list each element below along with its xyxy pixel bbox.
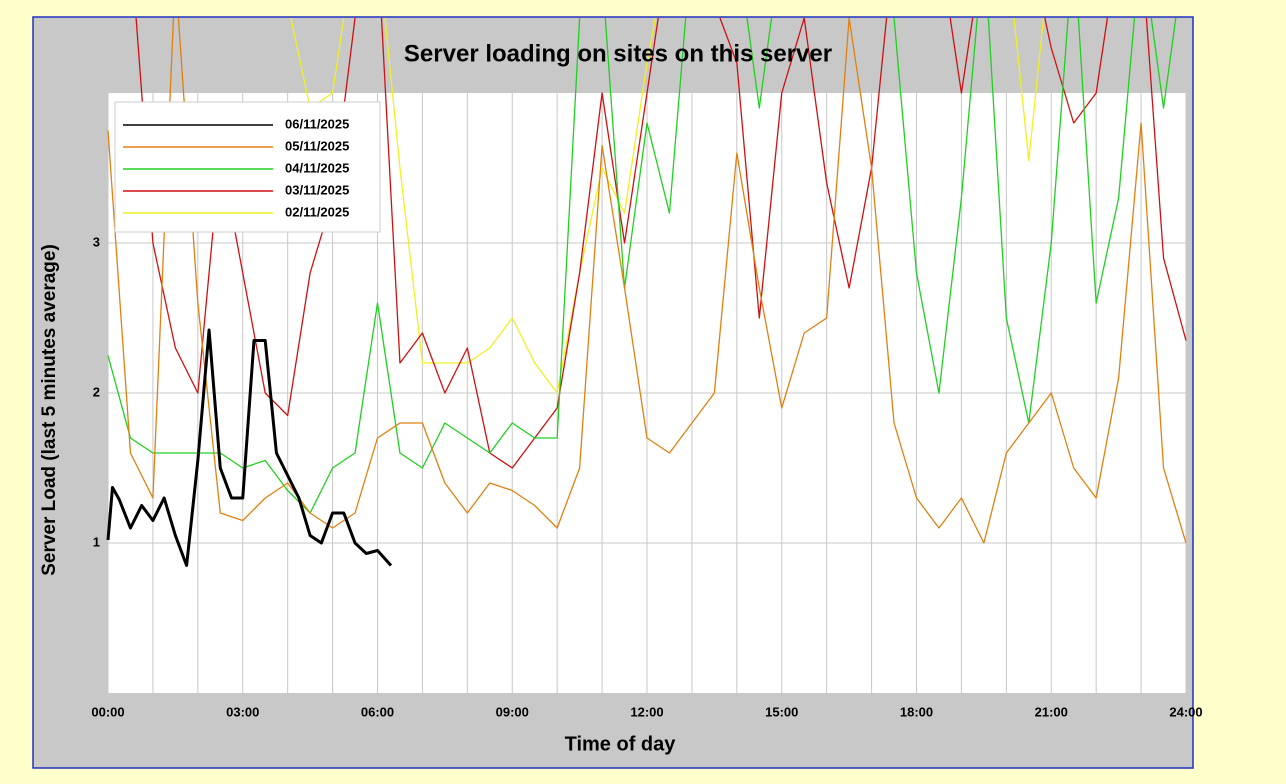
series-line bbox=[135, 18, 1187, 469]
legend-box bbox=[114, 101, 381, 233]
y-tick-label: 2 bbox=[93, 384, 100, 399]
series-line bbox=[290, 18, 1045, 394]
legend-label: 05/11/2025 bbox=[285, 138, 349, 153]
x-tick-label: 03:00 bbox=[226, 704, 259, 719]
series-line bbox=[107, 18, 1177, 514]
y-tick-label: 1 bbox=[93, 534, 100, 549]
x-tick-label: 15:00 bbox=[765, 704, 798, 719]
x-axis-label: Time of day bbox=[565, 733, 677, 755]
y-axis-label: Server Load (last 5 minutes average) bbox=[39, 244, 60, 576]
chart-title: Server loading on sites on this server bbox=[404, 40, 832, 67]
lines bbox=[106, 18, 1187, 567]
legend-label: 02/11/2025 bbox=[285, 204, 349, 219]
x-tick-label: 24:00 bbox=[1169, 704, 1202, 719]
legend-label: 06/11/2025 bbox=[285, 116, 349, 131]
x-tick-label: 00:00 bbox=[91, 704, 124, 719]
legend-label: 03/11/2025 bbox=[285, 182, 349, 197]
series-line bbox=[107, 18, 1187, 544]
x-tick-label: 09:00 bbox=[496, 704, 529, 719]
x-tick-label: 18:00 bbox=[900, 704, 933, 719]
x-tick-label: 21:00 bbox=[1035, 704, 1068, 719]
x-tick-label: 06:00 bbox=[361, 704, 394, 719]
x-tick-label: 12:00 bbox=[630, 704, 663, 719]
legend-label: 04/11/2025 bbox=[285, 160, 349, 175]
y-tick-label: 3 bbox=[93, 234, 100, 249]
legend: 06/11/2025 05/11/2025 04/11/2025 03/11/2025… bbox=[114, 101, 381, 233]
series-line bbox=[106, 328, 393, 567]
